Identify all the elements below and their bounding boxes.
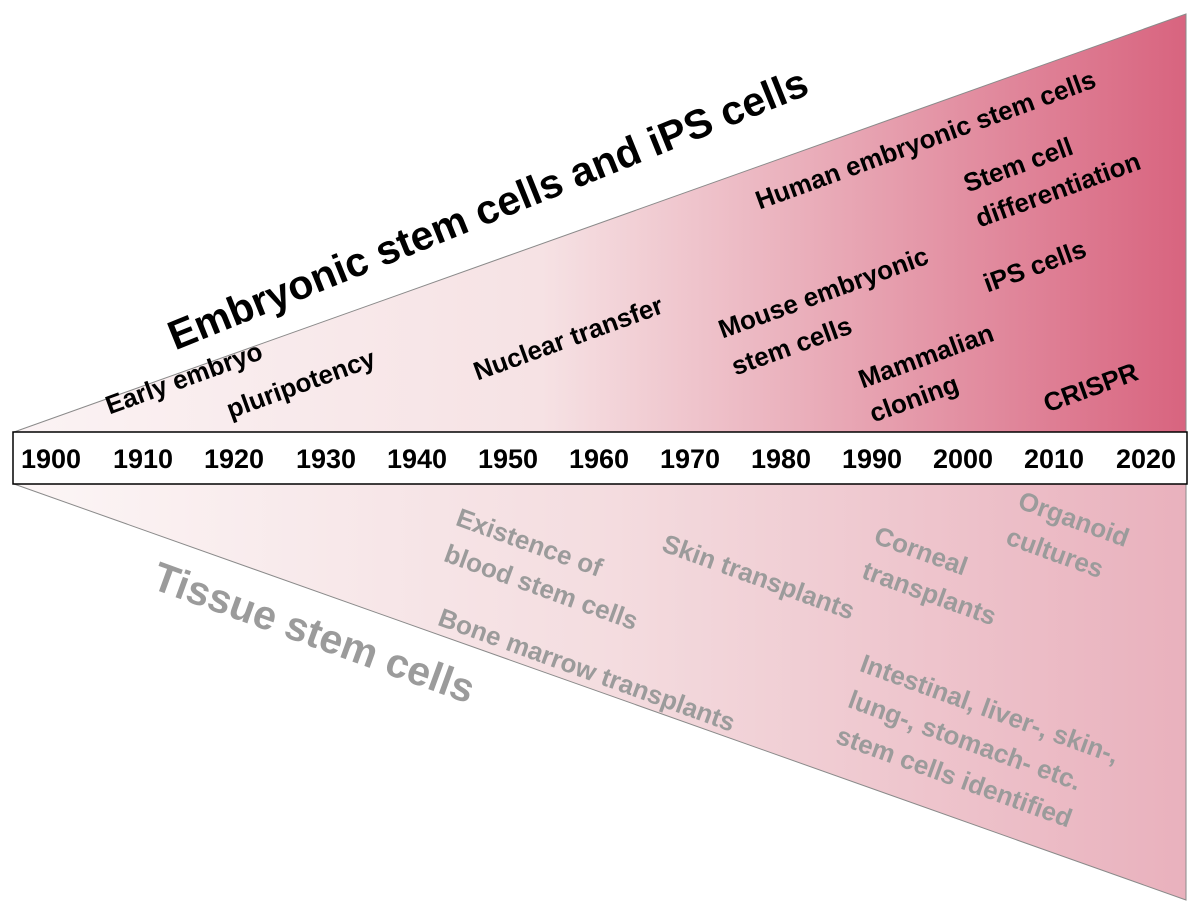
year-2010: 2010 <box>1023 444 1085 474</box>
year-1980: 1980 <box>750 444 812 474</box>
year-2000: 2000 <box>932 444 994 474</box>
year-1960: 1960 <box>568 444 630 474</box>
year-1900: 1900 <box>20 444 82 474</box>
year-2020: 2020 <box>1115 444 1177 474</box>
year-1970: 1970 <box>659 444 721 474</box>
year-1940: 1940 <box>386 444 448 474</box>
year-1920: 1920 <box>203 444 265 474</box>
year-1910: 1910 <box>112 444 174 474</box>
year-1950: 1950 <box>477 444 539 474</box>
year-1930: 1930 <box>295 444 357 474</box>
year-1990: 1990 <box>841 444 903 474</box>
year-bar <box>12 431 1188 485</box>
